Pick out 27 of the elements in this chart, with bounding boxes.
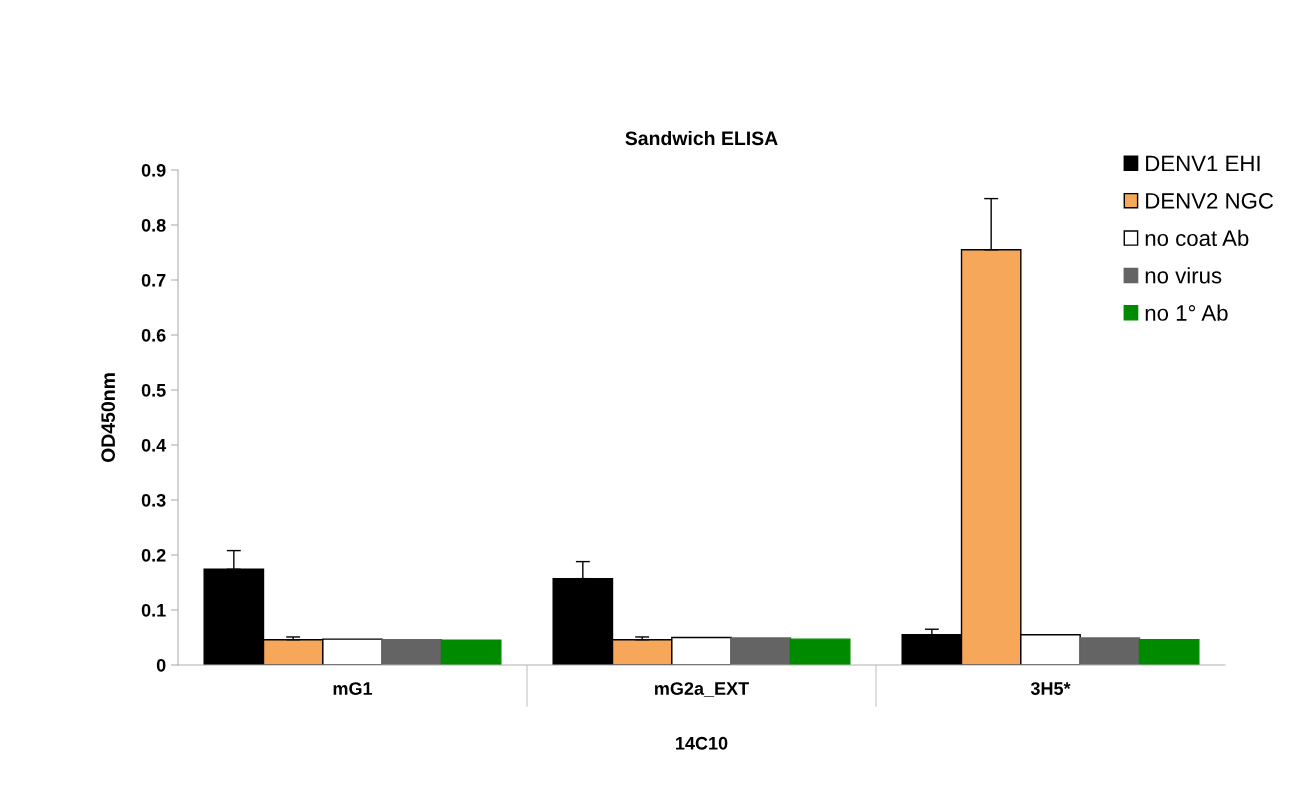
y-tick-label: 0.2 [141,548,166,562]
bar [1079,637,1141,665]
y-tick-label: 0.3 [141,493,166,507]
y-tick-label: 0.9 [141,163,166,177]
legend-label: no coat Ab [1145,229,1249,247]
bar [440,639,502,665]
bar [730,637,792,665]
x-tick-label: mG1 [333,682,373,695]
x-tick-label: mG2a_EXT [655,682,749,697]
bar [789,638,851,665]
y-tick-label: 0.4 [141,438,167,452]
bar [381,639,443,665]
y-tick-label: 0 [156,658,166,672]
legend-label: no virus [1145,267,1222,284]
bar [1138,639,1200,665]
y-axis-title: OD450nm [101,373,116,463]
legend-label: DENV1 EHI [1146,155,1260,172]
chart-title: Sandwich ELISA [625,130,778,146]
legend-label: no 1° Ab [1145,304,1228,321]
y-tick-label: 0.7 [141,273,166,287]
y-tick-label: 0.8 [141,218,166,232]
x-axis-title: 14C10 [676,736,728,750]
y-tick-label: 0.6 [141,328,166,342]
legend-label: DENV2 NGC [1146,192,1274,209]
x-tick-label: 3H5* [1030,682,1071,695]
y-tick-label: 0.5 [141,383,166,397]
y-tick-label: 0.1 [141,603,166,617]
